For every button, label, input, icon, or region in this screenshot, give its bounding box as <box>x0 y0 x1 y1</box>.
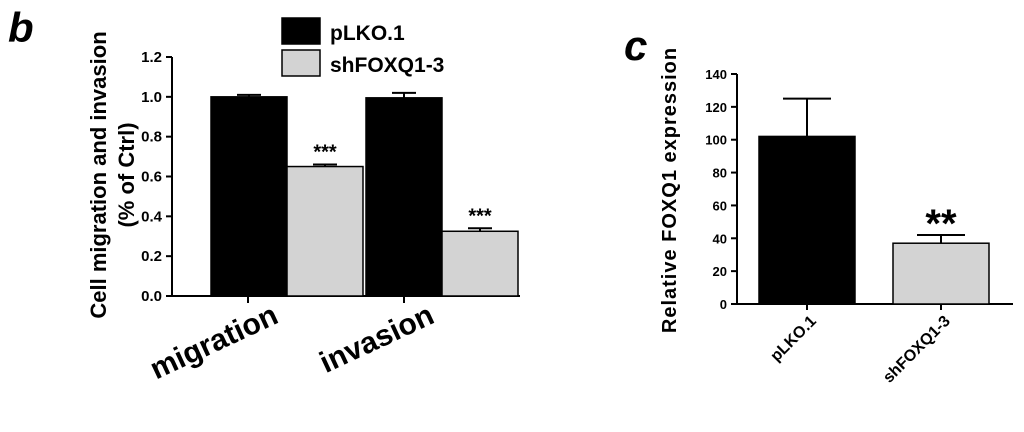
bar-plko-1-migration <box>210 96 288 297</box>
legend-label-plko1: pLKO.1 <box>330 22 405 45</box>
x-category-label-migration: migration <box>145 298 283 386</box>
bar-shfoxq1-3 <box>892 242 990 305</box>
y-tick-label-b: 0.0 <box>141 288 162 305</box>
significance-annotation-shfoxq1-3: ** <box>925 202 957 246</box>
panel-b-migration-invasion-chart: b Cell migration and invasion (% of Ctrl… <box>8 4 520 386</box>
significance-annotation-invasion: *** <box>468 205 492 227</box>
panel-label-b: b <box>8 4 34 51</box>
legend-swatch-shfoxq1 <box>281 49 321 77</box>
bar-plko-1 <box>758 135 856 305</box>
panel-label-c: c <box>624 22 647 69</box>
y-tick-label-c: 140 <box>705 67 727 82</box>
x-category-label-shfoxq1-3: shFOXQ1-3 <box>880 313 954 387</box>
y-tick-label-c: 60 <box>713 198 727 213</box>
x-category-label-plko-1: pLKO.1 <box>768 313 820 365</box>
y-tick-label-c: 20 <box>713 264 727 279</box>
bar-shfoxq1-3-migration <box>286 165 364 297</box>
panel-c-foxq1-expression-chart: c Relative FOXQ1 expression 0 20 40 60 80 100… <box>624 22 1013 386</box>
legend-b: pLKO.1 shFOXQ1-3 <box>281 17 444 77</box>
significance-annotation-migration: *** <box>313 142 337 164</box>
y-axis-label-c: Relative FOXQ1 expression <box>659 47 681 333</box>
y-tick-label-b: 1.2 <box>141 49 162 66</box>
bars-b: *** *** <box>210 91 519 297</box>
y-tick-label-b: 0.8 <box>141 129 162 146</box>
y-tick-label-b: 0.4 <box>141 208 163 225</box>
legend-label-shfoxq1: shFOXQ1-3 <box>330 54 444 77</box>
bar-plko-1-invasion <box>365 97 443 297</box>
bars-c: ** <box>758 97 990 305</box>
legend-swatch-plko1 <box>281 17 321 45</box>
y-tick-label-c: 100 <box>705 133 727 148</box>
y-axis-label-line-1: Cell migration and invasion <box>86 31 111 318</box>
x-category-label-invasion: invasion <box>315 298 439 379</box>
bar-shfoxq1-3-invasion <box>441 230 519 297</box>
y-tick-label-b: 1.0 <box>141 89 162 106</box>
y-tick-label-b: 0.2 <box>141 248 162 265</box>
axes-c: 0 20 40 60 80 100 120 140 pLKO.1 shFOXQ1-3 <box>705 67 1013 386</box>
y-tick-label-c: 40 <box>713 231 727 246</box>
y-tick-label-b: 0.6 <box>141 169 162 186</box>
y-axis-label-b: Cell migration and invasion (% of Ctrl) <box>86 31 139 318</box>
y-tick-label-c: 120 <box>705 100 727 115</box>
y-tick-label-c: 0 <box>720 297 727 312</box>
y-tick-label-c: 80 <box>713 166 727 181</box>
y-axis-label-line-2: (% of Ctrl) <box>114 122 139 227</box>
